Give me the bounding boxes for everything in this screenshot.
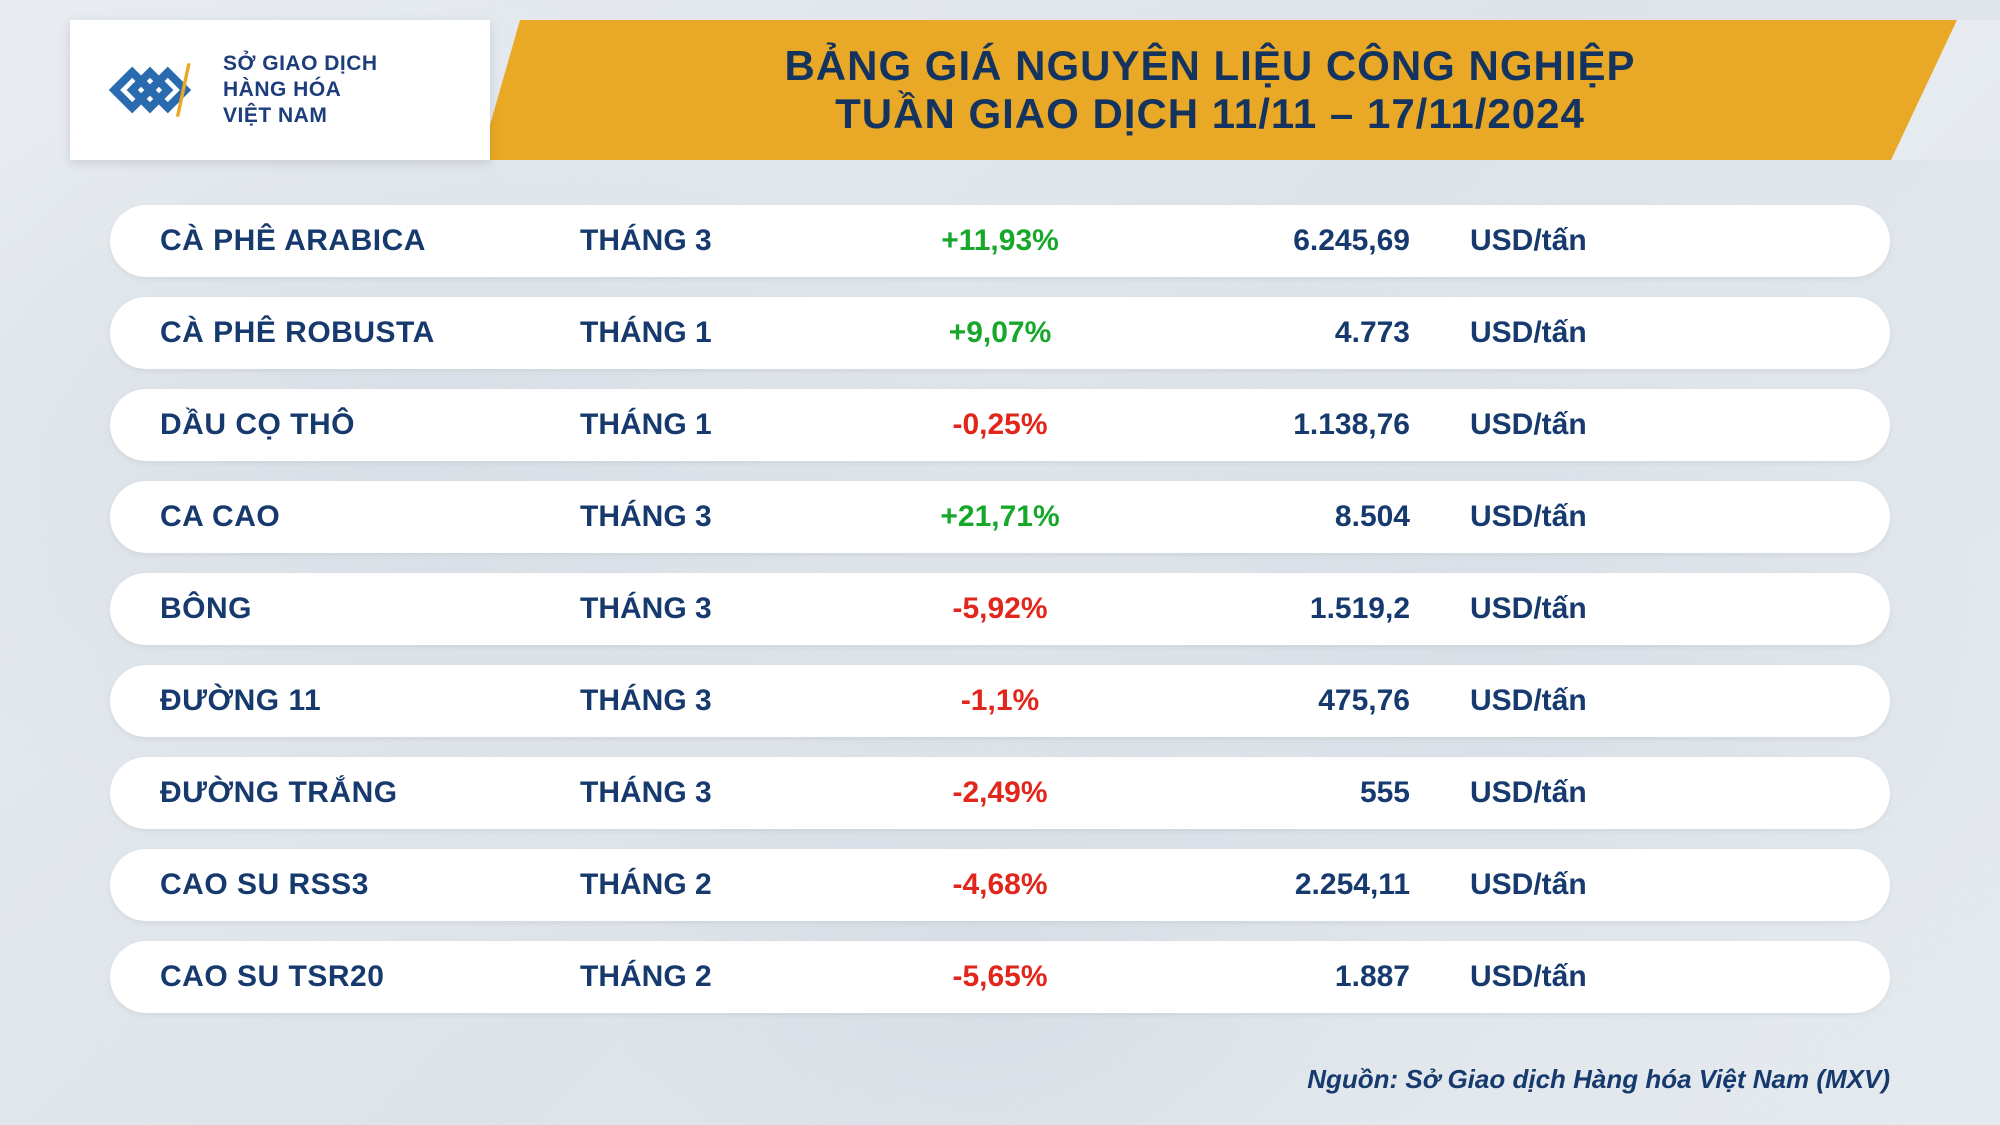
cell-price: 4.773 bbox=[1150, 316, 1470, 350]
cell-name: DẦU CỌ THÔ bbox=[160, 408, 580, 442]
cell-change: +9,07% bbox=[850, 316, 1150, 350]
cell-unit: USD/tấn bbox=[1470, 408, 1840, 442]
table-row: CÀ PHÊ ROBUSTATHÁNG 1+9,07%4.773USD/tấn bbox=[110, 297, 1890, 369]
cell-price: 2.254,11 bbox=[1150, 868, 1470, 902]
cell-month: THÁNG 1 bbox=[580, 408, 850, 442]
cell-unit: USD/tấn bbox=[1470, 776, 1840, 810]
table-row: CÀ PHÊ ARABICATHÁNG 3+11,93%6.245,69USD/… bbox=[110, 205, 1890, 277]
title-bar: BẢNG GIÁ NGUYÊN LIỆU CÔNG NGHIỆP TUẦN GI… bbox=[480, 20, 2000, 160]
cell-change: -2,49% bbox=[850, 776, 1150, 810]
cell-unit: USD/tấn bbox=[1470, 960, 1840, 994]
title-line1: BẢNG GIÁ NGUYÊN LIỆU CÔNG NGHIỆP bbox=[784, 42, 1635, 90]
cell-month: THÁNG 2 bbox=[580, 960, 850, 994]
source-attribution: Nguồn: Sở Giao dịch Hàng hóa Việt Nam (M… bbox=[1307, 1064, 1890, 1095]
cell-unit: USD/tấn bbox=[1470, 868, 1840, 902]
cell-unit: USD/tấn bbox=[1470, 592, 1840, 626]
cell-unit: USD/tấn bbox=[1470, 500, 1840, 534]
cell-price: 1.519,2 bbox=[1150, 592, 1470, 626]
cell-month: THÁNG 3 bbox=[580, 224, 850, 258]
table-row: DẦU CỌ THÔTHÁNG 1-0,25%1.138,76USD/tấn bbox=[110, 389, 1890, 461]
cell-month: THÁNG 3 bbox=[580, 776, 850, 810]
cell-month: THÁNG 2 bbox=[580, 868, 850, 902]
table-row: CA CAOTHÁNG 3+21,71%8.504USD/tấn bbox=[110, 481, 1890, 553]
cell-month: THÁNG 3 bbox=[580, 500, 850, 534]
cell-name: BÔNG bbox=[160, 592, 580, 626]
logo-text: SỞ GIAO DỊCH HÀNG HÓA VIỆT NAM bbox=[223, 51, 378, 130]
cell-price: 475,76 bbox=[1150, 684, 1470, 718]
logo-line3: VIỆT NAM bbox=[223, 103, 378, 129]
price-table: CÀ PHÊ ARABICATHÁNG 3+11,93%6.245,69USD/… bbox=[110, 205, 1890, 1013]
cell-unit: USD/tấn bbox=[1470, 316, 1840, 350]
cell-price: 6.245,69 bbox=[1150, 224, 1470, 258]
cell-price: 555 bbox=[1150, 776, 1470, 810]
cell-month: THÁNG 1 bbox=[580, 316, 850, 350]
title-line2: TUẦN GIAO DỊCH 11/11 – 17/11/2024 bbox=[835, 90, 1585, 138]
cell-name: CÀ PHÊ ARABICA bbox=[160, 224, 580, 258]
cell-change: -4,68% bbox=[850, 868, 1150, 902]
header: SỞ GIAO DỊCH HÀNG HÓA VIỆT NAM BẢNG GIÁ … bbox=[0, 0, 2000, 160]
cell-price: 1.887 bbox=[1150, 960, 1470, 994]
table-row: CAO SU RSS3THÁNG 2-4,68%2.254,11USD/tấn bbox=[110, 849, 1890, 921]
logo-line1: SỞ GIAO DỊCH bbox=[223, 51, 378, 77]
cell-price: 8.504 bbox=[1150, 500, 1470, 534]
table-row: ĐƯỜNG 11THÁNG 3-1,1%475,76USD/tấn bbox=[110, 665, 1890, 737]
cell-name: ĐƯỜNG 11 bbox=[160, 684, 580, 718]
table-row: CAO SU TSR20THÁNG 2-5,65%1.887USD/tấn bbox=[110, 941, 1890, 1013]
logo-icon bbox=[95, 50, 205, 130]
cell-name: CA CAO bbox=[160, 500, 580, 534]
cell-name: CAO SU RSS3 bbox=[160, 868, 580, 902]
table-row: BÔNGTHÁNG 3-5,92%1.519,2USD/tấn bbox=[110, 573, 1890, 645]
cell-change: -1,1% bbox=[850, 684, 1150, 718]
cell-unit: USD/tấn bbox=[1470, 684, 1840, 718]
cell-change: -5,65% bbox=[850, 960, 1150, 994]
table-row: ĐƯỜNG TRẮNGTHÁNG 3-2,49%555USD/tấn bbox=[110, 757, 1890, 829]
cell-name: CAO SU TSR20 bbox=[160, 960, 580, 994]
cell-month: THÁNG 3 bbox=[580, 592, 850, 626]
logo-line2: HÀNG HÓA bbox=[223, 77, 378, 103]
cell-change: +11,93% bbox=[850, 224, 1150, 258]
logo-box: SỞ GIAO DỊCH HÀNG HÓA VIỆT NAM bbox=[70, 20, 490, 160]
cell-unit: USD/tấn bbox=[1470, 224, 1840, 258]
cell-change: -5,92% bbox=[850, 592, 1150, 626]
cell-name: CÀ PHÊ ROBUSTA bbox=[160, 316, 580, 350]
title-wedge-decor bbox=[1891, 20, 2000, 160]
cell-month: THÁNG 3 bbox=[580, 684, 850, 718]
cell-change: -0,25% bbox=[850, 408, 1150, 442]
cell-price: 1.138,76 bbox=[1150, 408, 1470, 442]
cell-name: ĐƯỜNG TRẮNG bbox=[160, 776, 580, 810]
cell-change: +21,71% bbox=[850, 500, 1150, 534]
